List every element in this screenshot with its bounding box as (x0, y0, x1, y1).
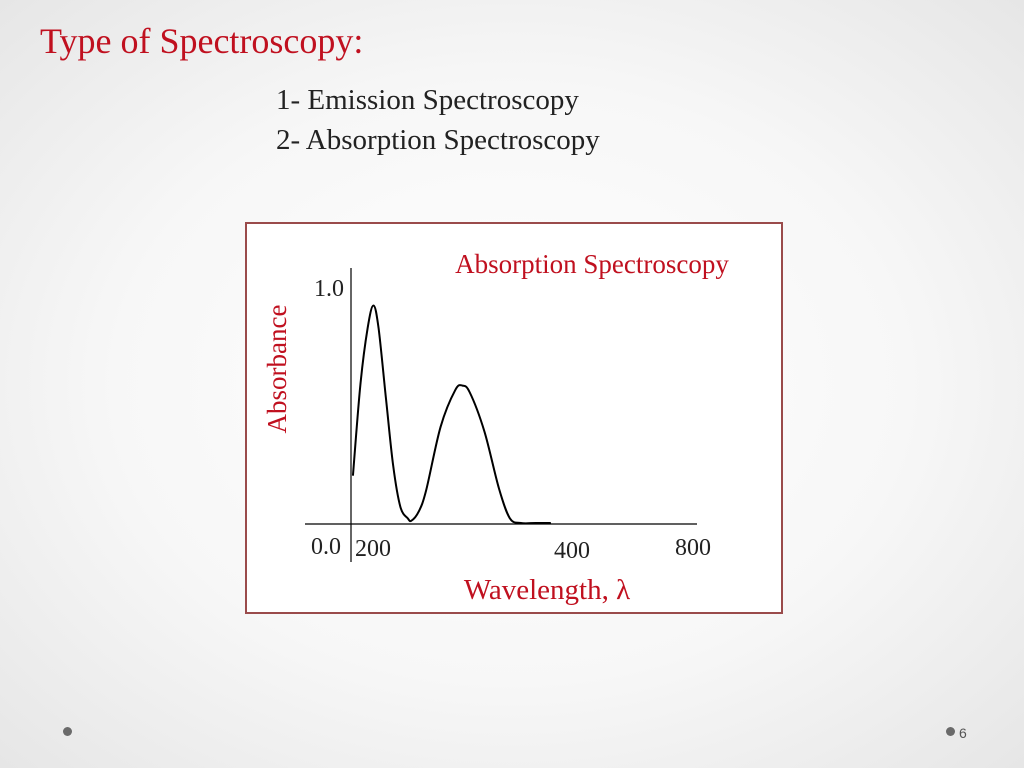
list-item-emission: 1- Emission Spectroscopy (276, 84, 579, 116)
absorption-chart: Absorption Spectroscopy Absorbance 1.0 0… (262, 249, 729, 606)
bottom-right-dot (946, 727, 955, 736)
x-tick-label-400: 400 (554, 538, 590, 564)
spectroscopy-types-list: 1- Emission Spectroscopy 2- Absorption S… (276, 80, 600, 160)
x-tick-label-200: 200 (355, 536, 391, 562)
series-line-absorbance (352, 304, 552, 525)
x-tick-label-800: 800 (675, 535, 711, 561)
x-axis-label: Wavelength, λ (464, 574, 630, 606)
page-number: 6 (959, 725, 967, 741)
bottom-left-dot (63, 727, 72, 736)
slide-title: Type of Spectroscopy: (40, 21, 364, 61)
y-tick-label-top: 1.0 (314, 276, 344, 302)
y-tick-label-bottom: 0.0 (311, 534, 341, 560)
absorption-spectrum-figure: Absorption Spectroscopy Absorbance 1.0 0… (245, 222, 783, 614)
y-axis-label: Absorbance (262, 305, 292, 434)
list-item-absorption: 2- Absorption Spectroscopy (276, 124, 600, 156)
chart-title: Absorption Spectroscopy (455, 249, 729, 279)
